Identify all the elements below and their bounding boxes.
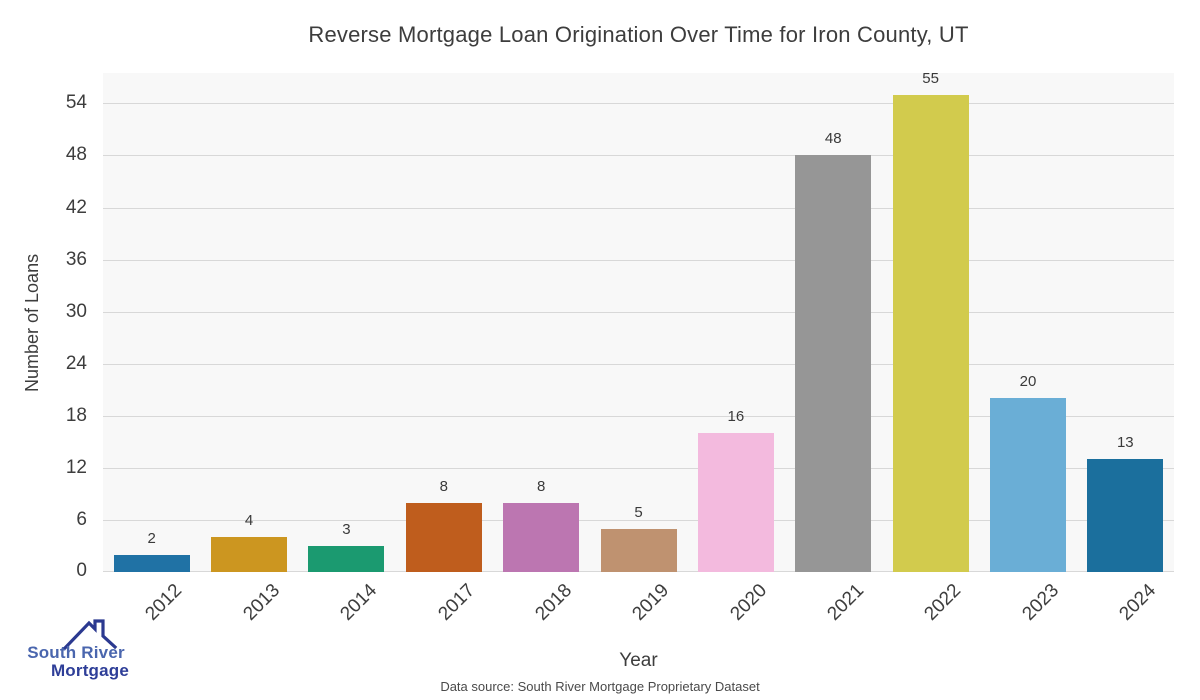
y-tick-label-30: 30	[65, 300, 87, 322]
bar-2014	[308, 545, 385, 572]
y-axis-label: Number of Loans	[22, 253, 42, 392]
gridline-36	[103, 259, 1174, 261]
x-tick-label-2022: 2022	[920, 580, 966, 625]
y-tick-label-54: 54	[65, 92, 87, 114]
gridline-54	[103, 103, 1174, 105]
bar-2012	[113, 554, 190, 572]
gridline-18	[103, 415, 1174, 417]
x-axis-label: Year	[619, 650, 658, 671]
bar-value-label-2017: 8	[439, 477, 448, 495]
x-tick-label-2020: 2020	[725, 580, 771, 625]
bar-2021	[795, 155, 872, 572]
bar-value-label-2023: 20	[1019, 373, 1037, 391]
y-tick-label-24: 24	[65, 352, 87, 374]
bar-value-label-2024: 13	[1116, 434, 1134, 452]
bar-2013	[211, 537, 288, 572]
logo-text-line2: Mortgage	[50, 661, 130, 680]
x-tick-label-2023: 2023	[1018, 580, 1063, 625]
bar-2018	[503, 502, 580, 572]
gridline-6	[103, 519, 1174, 521]
y-tick-label-6: 6	[76, 508, 87, 530]
x-tick-label-2019: 2019	[628, 580, 674, 625]
x-tick-label-2013: 2013	[239, 580, 284, 625]
bar-2019	[600, 528, 677, 572]
bar-2023	[989, 398, 1066, 572]
bar-2017	[405, 502, 482, 572]
bar-2022	[892, 94, 969, 572]
x-tick-label-2021: 2021	[823, 580, 869, 625]
bar-value-label-2022: 55	[922, 69, 939, 87]
x-tick-label-2012: 2012	[141, 580, 187, 625]
bar-value-label-2021: 48	[824, 130, 842, 148]
y-tick-label-12: 12	[65, 456, 87, 478]
gridline-30	[103, 311, 1174, 313]
bar-value-label-2018: 8	[536, 477, 546, 495]
bar-2024	[1087, 459, 1164, 572]
y-tick-label-18: 18	[65, 404, 87, 426]
x-tick-label-2017: 2017	[433, 580, 479, 625]
gridline-42	[103, 207, 1174, 209]
logo: South River Mortgage	[18, 612, 134, 684]
plot-area: 2 4 3 8 8 5 16 48 55 20 13	[103, 70, 1174, 572]
house-roof-icon	[62, 619, 118, 651]
bar-2020	[697, 433, 774, 572]
x-tick-label-2018: 2018	[531, 580, 576, 625]
bar-value-label-2019: 5	[634, 503, 643, 521]
x-tick-label-2014: 2014	[336, 580, 382, 625]
y-tick-label-0: 0	[76, 560, 87, 581]
bar-value-label-2020: 16	[727, 408, 745, 426]
data-source-note: Data source: South River Mortgage Propri…	[440, 679, 760, 694]
bar-value-label-2012: 2	[147, 529, 156, 547]
y-tick-label-42: 42	[65, 196, 87, 218]
gridline-48	[103, 155, 1174, 157]
y-tick-label-36: 36	[65, 248, 87, 270]
y-tick-label-48: 48	[65, 144, 87, 166]
bar-value-label-2014: 3	[342, 520, 351, 538]
gridline-12	[103, 467, 1174, 469]
logo-text-line1: South River	[27, 643, 125, 662]
chart-title: Reverse Mortgage Loan Origination Over T…	[308, 22, 969, 47]
x-tick-label-2024: 2024	[1115, 580, 1161, 625]
bar-value-label-2013: 4	[244, 512, 254, 530]
gridline-24	[103, 363, 1174, 365]
